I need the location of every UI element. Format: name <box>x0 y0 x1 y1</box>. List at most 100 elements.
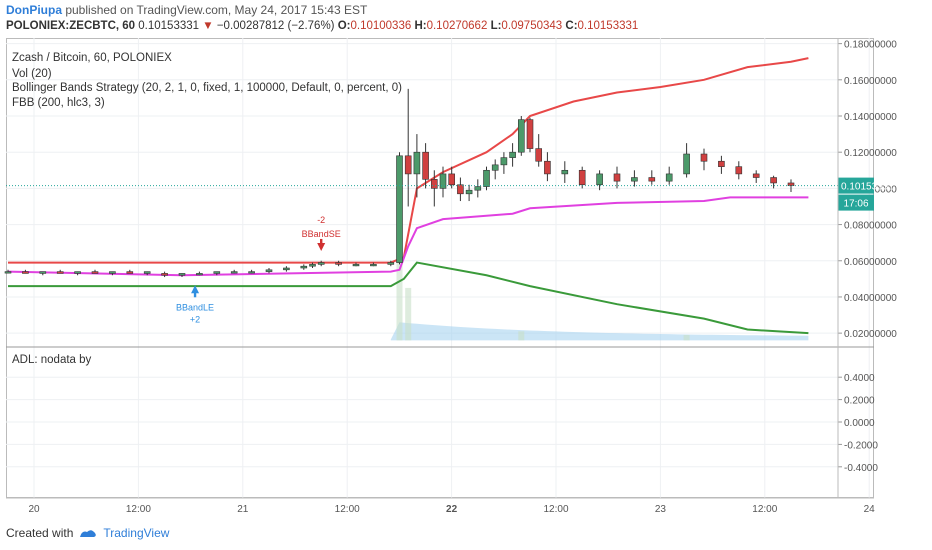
candle-body <box>517 119 525 153</box>
candle-body <box>718 160 725 167</box>
open-value: 0.10100336 <box>350 20 412 32</box>
time-tick-label: 12:00 <box>126 504 151 515</box>
adl-tick-label: -0.2000 <box>844 440 878 451</box>
open-label: O: <box>337 20 351 32</box>
candle-body <box>491 164 499 171</box>
candle-body <box>230 271 238 274</box>
candle-body <box>161 273 168 276</box>
candle-body <box>752 173 760 178</box>
long-arrow-icon <box>191 285 200 294</box>
candle-body <box>178 273 186 276</box>
adl-tick-label: -0.4000 <box>844 463 878 474</box>
low-value: 0.09750343 <box>501 20 563 32</box>
candle-body <box>265 269 273 272</box>
price-tick-label: 0.14000000 <box>844 112 897 123</box>
short-arrow-icon <box>317 242 326 251</box>
time-badge <box>838 194 874 211</box>
candle-body <box>248 271 255 274</box>
candle-body <box>317 262 325 265</box>
down-arrow-icon: ▼ <box>202 20 214 32</box>
author-link[interactable]: DonPiupa <box>6 3 62 17</box>
published-text: published on TradingView.com, May 24, 20… <box>62 3 368 17</box>
candle-body <box>300 265 308 269</box>
candle-body <box>422 151 429 180</box>
last-price-badge <box>838 177 874 194</box>
long-arrow-stem-icon <box>193 292 197 298</box>
candle-body <box>665 173 673 182</box>
candle-body <box>352 264 360 267</box>
time-badge-text: 17:06 <box>843 199 868 210</box>
price-tick-label: 0.16000000 <box>844 76 897 87</box>
candle-body <box>39 271 47 274</box>
candle-body <box>474 186 482 191</box>
candle-body <box>109 271 116 274</box>
candle-body <box>578 169 586 186</box>
candle-body <box>56 271 64 274</box>
candle-body <box>787 182 795 186</box>
legend-adl[interactable]: ADL: nodata by <box>12 354 92 366</box>
time-tick-label: 24 <box>864 504 876 515</box>
candle-body <box>126 271 134 274</box>
legend-bollinger-strategy[interactable]: Bollinger Bands Strategy (20, 2, 1, 0, f… <box>12 82 402 94</box>
time-tick-label: 23 <box>655 504 667 515</box>
last-price: 0.10153331 <box>138 20 200 32</box>
legend-title: Zcash / Bitcoin, 60, POLONIEX <box>12 52 172 64</box>
price-tick-label: 0.06000000 <box>844 257 897 268</box>
price-tick-label: 0.12000000 <box>844 148 897 159</box>
candle-body <box>22 271 29 274</box>
change-value: −0.00287812 (−2.76%) <box>216 20 335 32</box>
volume-bar <box>683 334 690 341</box>
adl-tick-label: 0.0000 <box>844 418 875 429</box>
candle-body <box>526 119 534 149</box>
candle-body <box>196 273 203 276</box>
candle-body <box>735 166 743 175</box>
candle-body <box>309 264 316 267</box>
candle-body <box>596 173 603 186</box>
candle-body <box>143 271 151 274</box>
band-line-upper <box>8 57 809 264</box>
candle-body <box>613 173 621 182</box>
close-value: 0.10153331 <box>577 20 639 32</box>
candle-body <box>483 169 490 187</box>
footer: Created with TradingView <box>6 526 169 540</box>
adl-tick-label: 0.4000 <box>844 373 875 384</box>
short-signal-label: BBandSE <box>302 229 341 239</box>
candle-body <box>370 264 377 267</box>
legend-volume[interactable]: Vol (20) <box>12 68 52 80</box>
candle-body <box>413 151 421 175</box>
candle-body <box>91 271 99 274</box>
publish-info: DonPiupa published on TradingView.com, M… <box>6 3 367 17</box>
time-tick-label: 22 <box>446 504 458 515</box>
candle-body <box>509 151 516 158</box>
volume-bar <box>518 331 525 341</box>
candle-body <box>500 157 508 166</box>
tradingview-link[interactable]: TradingView <box>103 526 170 540</box>
band-line-lower <box>8 261 809 335</box>
last-price-badge-text: 0.10153331 <box>841 182 894 193</box>
time-tick-label: 12:00 <box>335 504 360 515</box>
long-signal-qty: +2 <box>190 314 200 324</box>
adl-tick-label: 0.2000 <box>844 396 875 407</box>
candle-body <box>700 153 708 162</box>
high-value: 0.10270662 <box>426 20 488 32</box>
price-tick-label: 0.04000000 <box>844 293 897 304</box>
short-signal-qty: -2 <box>317 215 325 225</box>
time-tick-label: 20 <box>28 504 40 515</box>
volume-area <box>390 322 809 341</box>
long-signal-label: BBandLE <box>176 302 214 312</box>
legend-fbb[interactable]: FBB (200, hlc3, 3) <box>12 97 105 109</box>
candle-body <box>465 189 473 195</box>
candle-body <box>4 271 12 274</box>
band-line-basis <box>7 196 809 277</box>
candle-body <box>535 148 543 162</box>
short-arrow-stem-icon <box>320 238 323 244</box>
created-with-text: Created with <box>6 526 74 540</box>
price-tick-label: 0.02000000 <box>844 329 897 340</box>
close-label: C: <box>565 20 578 32</box>
candle-body <box>631 177 638 182</box>
symbol-label: POLONIEX:ZECBTC, 60 <box>6 20 136 32</box>
price-tick-label: 0.08000000 <box>844 221 897 232</box>
volume-bar <box>396 257 403 341</box>
candle-body <box>439 173 447 189</box>
